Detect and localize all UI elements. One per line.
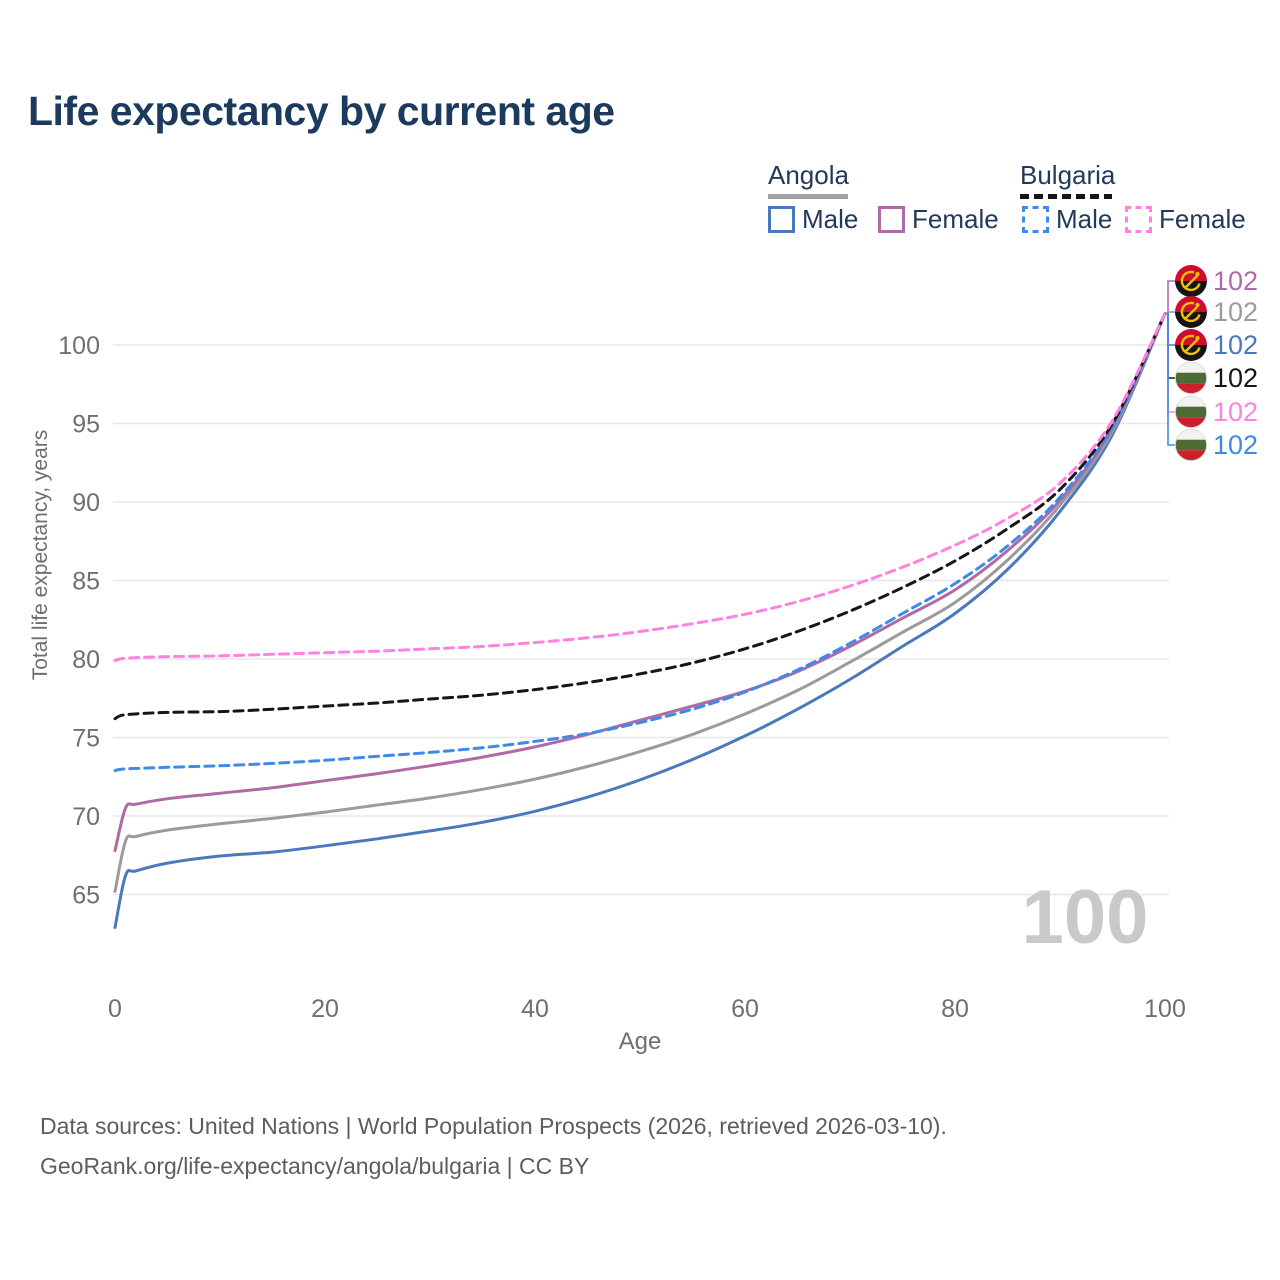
x-tick-100: 100: [1144, 995, 1186, 1023]
footer-link-line: GeoRank.org/life-expectancy/angola/bulga…: [40, 1153, 590, 1179]
end-label-value-bulgaria-female: 102: [1213, 397, 1258, 427]
legend-label: Female: [1159, 204, 1246, 234]
end-label-connector-angola-male: [1165, 312, 1175, 346]
watermark-age-100: 100: [1022, 875, 1149, 960]
y-tick-85: 85: [72, 568, 100, 596]
footer: Data sources: United Nations | World Pop…: [40, 1106, 947, 1186]
flag-icon-bulgaria: [1174, 395, 1208, 429]
series-line-angola-male: [113, 312, 1167, 929]
y-tick-65: 65: [72, 882, 100, 910]
x-axis-title: Age: [619, 1028, 662, 1055]
series-line-bulgaria-male: [113, 312, 1167, 772]
legend-item-bulgaria-male[interactable]: Male: [1022, 204, 1112, 235]
legend-label: Male: [802, 204, 859, 234]
legend-group-angola: Angola: [768, 160, 849, 190]
legend-group-bulgaria: Bulgaria: [1020, 160, 1116, 190]
end-label-value-angola-both: 102: [1213, 297, 1258, 327]
legend-swatch-angola-male[interactable]: [768, 206, 795, 233]
end-label-value-angola-male: 102: [1213, 330, 1258, 360]
legend-item-angola-male[interactable]: Male: [768, 204, 858, 235]
series-line-bulgaria-female: [113, 312, 1167, 663]
x-tick-20: 20: [311, 995, 339, 1023]
end-label-value-bulgaria-both: 102: [1213, 363, 1258, 393]
y-axis-title: Total life expectancy, years: [29, 430, 52, 681]
end-label-connector-bulgaria-female: [1165, 312, 1175, 413]
end-label-value-bulgaria-male: 102: [1213, 430, 1258, 460]
legend-label: Female: [912, 204, 999, 234]
flag-icon-bulgaria: [1174, 361, 1208, 395]
y-tick-100: 100: [58, 332, 100, 360]
page-title: Life expectancy by current age: [28, 88, 615, 134]
x-tick-80: 80: [941, 995, 969, 1023]
series-line-angola-both: [113, 312, 1167, 893]
legend-item-bulgaria-female[interactable]: Female: [1125, 204, 1246, 235]
legend-item-angola-female[interactable]: Female: [878, 204, 999, 235]
flag-icon-angola: [1175, 329, 1207, 361]
legend-label: Male: [1056, 204, 1113, 234]
flag-icon-angola: [1175, 296, 1207, 328]
footer-source-line: Data sources: United Nations | World Pop…: [40, 1113, 947, 1139]
legend: Angola Male Female Bulgaria Male Female: [768, 160, 1268, 246]
y-tick-80: 80: [72, 646, 100, 674]
end-label-connector-bulgaria-male: [1165, 312, 1175, 446]
legend-style-sample-solid: [768, 194, 848, 199]
end-label-connector-angola-female: [1165, 280, 1175, 315]
legend-style-sample-dashed: [1020, 194, 1112, 199]
y-tick-90: 90: [72, 489, 100, 517]
flag-icon-angola: [1175, 265, 1207, 297]
y-tick-70: 70: [72, 803, 100, 831]
x-tick-0: 0: [108, 995, 122, 1023]
series-line-angola-female: [113, 312, 1167, 852]
x-tick-60: 60: [731, 995, 759, 1023]
y-tick-95: 95: [72, 411, 100, 439]
y-tick-75: 75: [72, 725, 100, 753]
legend-swatch-bulgaria-male[interactable]: [1022, 206, 1049, 233]
flag-icon-bulgaria: [1174, 428, 1208, 462]
legend-swatch-angola-female[interactable]: [878, 206, 905, 233]
end-label-value-angola-female: 102: [1213, 266, 1258, 296]
x-tick-40: 40: [521, 995, 549, 1023]
legend-swatch-bulgaria-female[interactable]: [1125, 206, 1152, 233]
series-line-bulgaria-both: [113, 312, 1167, 721]
